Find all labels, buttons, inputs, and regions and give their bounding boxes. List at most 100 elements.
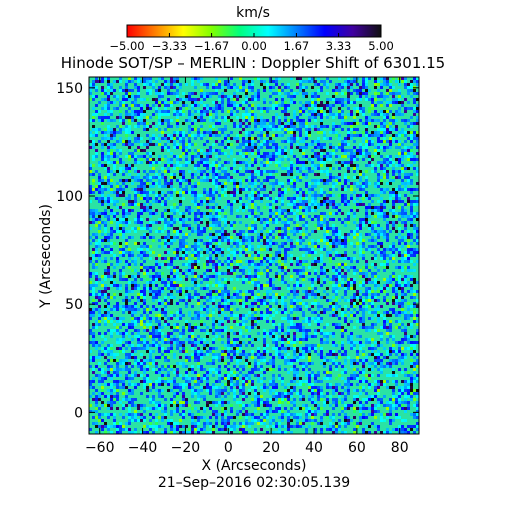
- heatmap-cell: [410, 233, 413, 236]
- heatmap-cell: [287, 104, 290, 107]
- heatmap-cell: [149, 293, 152, 296]
- heatmap-cell: [104, 113, 107, 116]
- heatmap-cell: [302, 302, 305, 305]
- heatmap-cell: [212, 299, 215, 302]
- heatmap-cell: [104, 227, 107, 230]
- heatmap-cell: [119, 167, 122, 170]
- heatmap-cell: [338, 233, 341, 236]
- heatmap-cell: [305, 143, 308, 146]
- heatmap-cell: [149, 116, 152, 119]
- heatmap-cell: [281, 302, 284, 305]
- heatmap-cell: [137, 89, 140, 92]
- heatmap-cell: [359, 200, 362, 203]
- heatmap-cell: [380, 176, 383, 179]
- heatmap-cell: [332, 233, 335, 236]
- heatmap-cell: [248, 176, 251, 179]
- colorbar-label: km/s: [236, 5, 270, 21]
- heatmap-cell: [323, 161, 326, 164]
- heatmap-cell: [260, 263, 263, 266]
- heatmap-cell: [176, 92, 179, 95]
- heatmap-cell: [131, 209, 134, 212]
- heatmap-cell: [128, 98, 131, 101]
- heatmap-cell: [329, 107, 332, 110]
- heatmap-cell: [128, 308, 131, 311]
- heatmap-cell: [143, 266, 146, 269]
- heatmap-cell: [203, 104, 206, 107]
- heatmap-cell: [251, 116, 254, 119]
- heatmap-cell: [110, 89, 113, 92]
- heatmap-cell: [338, 110, 341, 113]
- heatmap-cell: [389, 101, 392, 104]
- heatmap-cell: [245, 194, 248, 197]
- heatmap-cell: [188, 137, 191, 140]
- heatmap-cell: [182, 221, 185, 224]
- heatmap-cell: [329, 245, 332, 248]
- heatmap-cell: [209, 212, 212, 215]
- heatmap-cell: [128, 230, 131, 233]
- heatmap-cell: [185, 164, 188, 167]
- heatmap-cell: [344, 290, 347, 293]
- heatmap-cell: [164, 113, 167, 116]
- heatmap-cell: [155, 212, 158, 215]
- heatmap-cell: [179, 218, 182, 221]
- heatmap-cell: [221, 170, 224, 173]
- heatmap-cell: [302, 311, 305, 314]
- heatmap-cell: [176, 218, 179, 221]
- heatmap-cell: [143, 296, 146, 299]
- heatmap-cell: [314, 296, 317, 299]
- heatmap-cell: [413, 101, 416, 104]
- colorbar-tick-label: 3.33: [326, 39, 352, 53]
- heatmap-cell: [95, 188, 98, 191]
- heatmap-cell: [197, 206, 200, 209]
- heatmap-cell: [344, 317, 347, 320]
- heatmap-cell: [197, 317, 200, 320]
- heatmap-cell: [251, 194, 254, 197]
- heatmap-cell: [116, 284, 119, 287]
- heatmap-cell: [98, 224, 101, 227]
- heatmap-cell: [113, 134, 116, 137]
- heatmap-cell: [236, 293, 239, 296]
- heatmap-cell: [365, 92, 368, 95]
- heatmap-cell: [341, 164, 344, 167]
- heatmap-cell: [149, 143, 152, 146]
- heatmap-cell: [248, 140, 251, 143]
- heatmap-cell: [191, 254, 194, 257]
- heatmap-cell: [311, 242, 314, 245]
- heatmap-cell: [392, 287, 395, 290]
- heatmap-cell: [320, 254, 323, 257]
- heatmap-cell: [413, 278, 416, 281]
- heatmap-cell: [218, 302, 221, 305]
- heatmap-cell: [200, 233, 203, 236]
- heatmap-cell: [278, 218, 281, 221]
- heatmap-cell: [362, 86, 365, 89]
- heatmap-cell: [317, 104, 320, 107]
- heatmap-cell: [302, 200, 305, 203]
- heatmap-cell: [329, 164, 332, 167]
- heatmap-cell: [137, 248, 140, 251]
- heatmap-cell: [305, 155, 308, 158]
- heatmap-cell: [146, 323, 149, 326]
- heatmap-cell: [161, 311, 164, 314]
- heatmap-cell: [146, 179, 149, 182]
- heatmap-cell: [314, 140, 317, 143]
- heatmap-cell: [203, 107, 206, 110]
- heatmap-cell: [326, 233, 329, 236]
- heatmap-cell: [311, 278, 314, 281]
- heatmap-cell: [248, 98, 251, 101]
- heatmap-cell: [236, 251, 239, 254]
- heatmap-cell: [287, 254, 290, 257]
- heatmap-cell: [218, 176, 221, 179]
- heatmap-cell: [224, 167, 227, 170]
- heatmap-cell: [224, 287, 227, 290]
- heatmap-cell: [230, 119, 233, 122]
- heatmap-cell: [293, 137, 296, 140]
- heatmap-cell: [368, 266, 371, 269]
- heatmap-cell: [350, 134, 353, 137]
- heatmap-cell: [344, 242, 347, 245]
- heatmap-cell: [278, 122, 281, 125]
- heatmap-cell: [137, 215, 140, 218]
- heatmap-cell: [353, 278, 356, 281]
- heatmap-cell: [383, 113, 386, 116]
- heatmap-cell: [257, 95, 260, 98]
- heatmap-cell: [365, 305, 368, 308]
